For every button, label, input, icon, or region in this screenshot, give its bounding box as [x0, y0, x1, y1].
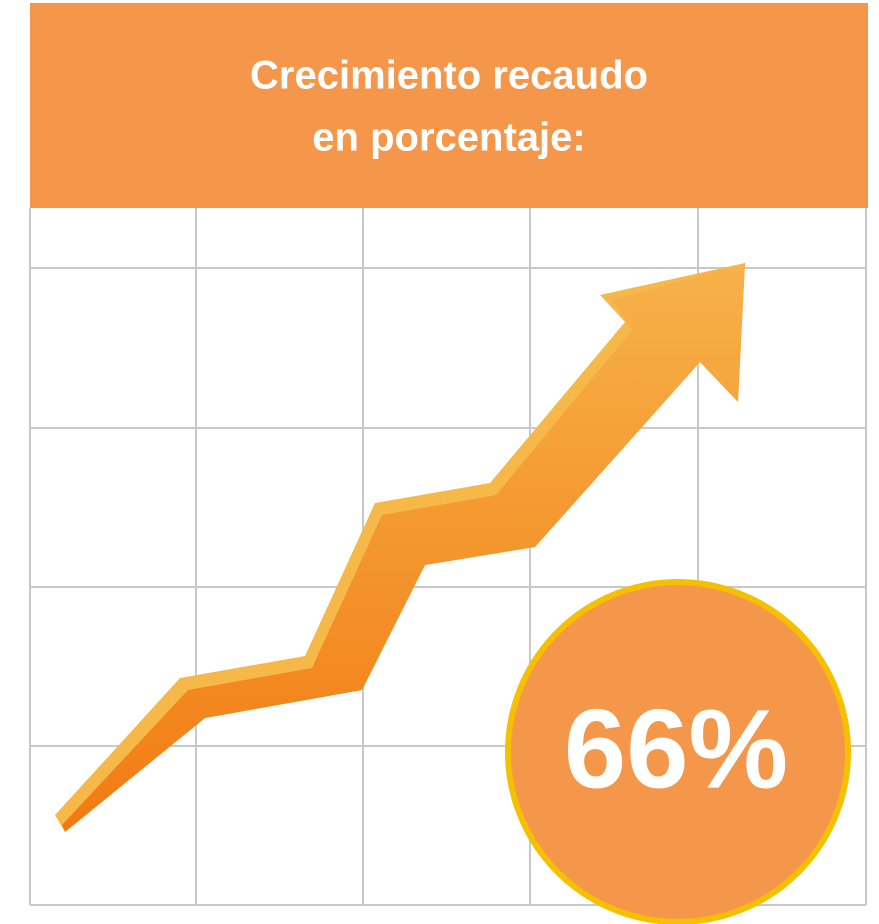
infographic: Crecimiento recaudo en porcentaje: 66% — [0, 0, 879, 924]
title-line: en porcentaje: — [312, 116, 585, 160]
title-line: Crecimiento recaudo — [250, 54, 648, 98]
page: {"header": {"title": ["Crecimiento recau… — [0, 0, 879, 924]
badge-label: 66% — [564, 687, 788, 812]
header-band — [30, 3, 868, 208]
